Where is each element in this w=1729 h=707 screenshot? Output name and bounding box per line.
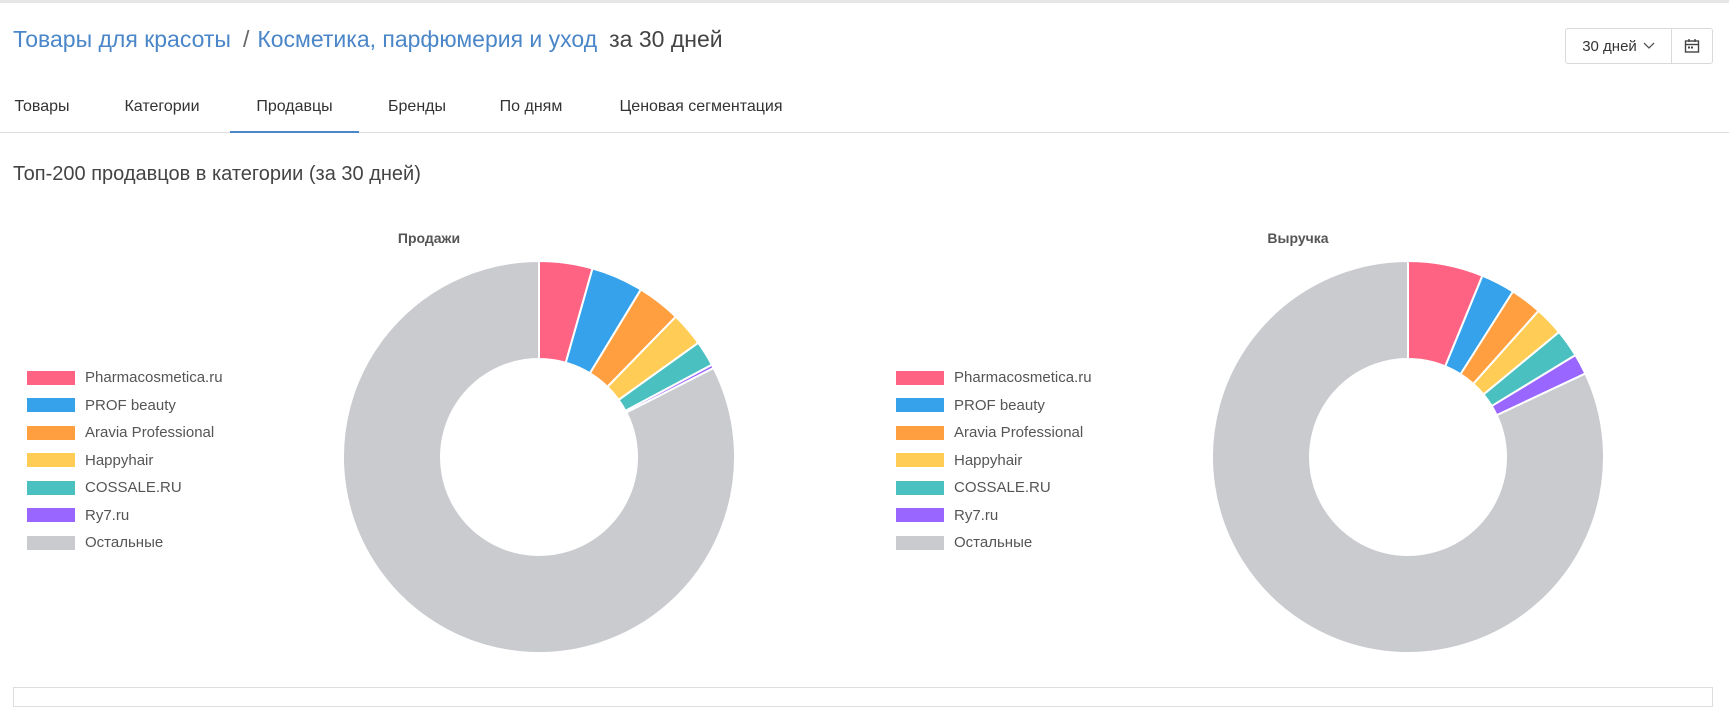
legend-item[interactable]: PROF beauty	[896, 392, 1092, 420]
calendar-icon	[1684, 39, 1700, 53]
section-title: Топ-200 продавцов в категории (за 30 дне…	[13, 163, 421, 185]
legend-swatch	[896, 508, 944, 523]
legend-swatch	[27, 370, 75, 385]
legend-swatch	[27, 425, 75, 440]
legend-swatch	[896, 370, 944, 385]
pie-slice-остальные[interactable]	[1211, 259, 1605, 654]
legend-label: Pharmacosmetica.ru	[954, 369, 1092, 387]
period-select-value: 30 дней	[1582, 37, 1637, 55]
period-select[interactable]: 30 дней	[1566, 29, 1672, 63]
legend-item[interactable]: PROF beauty	[27, 392, 223, 420]
tab-price-segmentation[interactable]: Ценовая сегментация	[619, 98, 783, 115]
legend-revenue: Pharmacosmetica.ru PROF beauty Aravia Pr…	[896, 364, 1092, 557]
pie-slice-остальные[interactable]	[342, 259, 736, 654]
calendar-button[interactable]	[1672, 29, 1712, 63]
legend-item[interactable]: Ry7.ru	[27, 502, 223, 530]
chart-title-sales: Продажи	[397, 230, 461, 246]
period-text: за 30 дней	[609, 26, 723, 52]
legend-swatch	[27, 508, 75, 523]
tab-sellers[interactable]: Продавцы	[230, 82, 359, 133]
legend-label: Ry7.ru	[954, 506, 999, 524]
legend-item[interactable]: Остальные	[896, 529, 1092, 557]
legend-item[interactable]: COSSALE.RU	[896, 474, 1092, 502]
tab-categories[interactable]: Категории	[124, 98, 200, 115]
legend-item[interactable]: Pharmacosmetica.ru	[27, 364, 223, 392]
legend-item[interactable]: Aravia Professional	[27, 419, 223, 447]
legend-swatch	[896, 535, 944, 550]
tab-by-days[interactable]: По дням	[499, 98, 563, 115]
legend-swatch	[27, 480, 75, 495]
legend-item[interactable]: Aravia Professional	[896, 419, 1092, 447]
donut-chart-revenue	[1211, 259, 1605, 654]
tabs-bar: Товары Категории Продавцы Бренды По дням…	[0, 82, 1729, 133]
legend-label: Остальные	[954, 534, 1033, 552]
legend-swatch	[27, 398, 75, 413]
legend-swatch	[27, 535, 75, 550]
breadcrumb-category-link[interactable]: Косметика, парфюмерия и уход	[257, 26, 598, 52]
legend-swatch	[896, 480, 944, 495]
chevron-down-icon	[1643, 42, 1655, 49]
legend-label: Happyhair	[85, 451, 154, 469]
legend-item[interactable]: COSSALE.RU	[27, 474, 223, 502]
legend-label: Остальные	[85, 534, 164, 552]
page-header: Товары для красоты / Косметика, парфюмерия…	[13, 26, 723, 53]
legend-swatch	[896, 453, 944, 468]
legend-swatch	[27, 453, 75, 468]
legend-item[interactable]: Ry7.ru	[896, 502, 1092, 530]
legend-label: PROF beauty	[85, 396, 176, 414]
chart-title-revenue: Выручка	[1267, 230, 1329, 246]
tab-brands[interactable]: Бренды	[388, 98, 446, 115]
legend-label: Aravia Professional	[85, 424, 215, 442]
legend-label: Happyhair	[954, 451, 1023, 469]
breadcrumb-separator: /	[242, 26, 250, 52]
legend-label: Pharmacosmetica.ru	[85, 369, 223, 387]
legend-item[interactable]: Happyhair	[27, 447, 223, 475]
legend-swatch	[896, 425, 944, 440]
legend-label: Aravia Professional	[954, 424, 1084, 442]
legend-label: PROF beauty	[954, 396, 1045, 414]
legend-sales: Pharmacosmetica.ru PROF beauty Aravia Pr…	[27, 364, 223, 557]
period-control: 30 дней	[1565, 28, 1713, 64]
legend-label: COSSALE.RU	[954, 479, 1051, 497]
table-container-edge	[13, 687, 1713, 707]
legend-label: COSSALE.RU	[85, 479, 182, 497]
tab-products[interactable]: Товары	[14, 98, 70, 115]
legend-label: Ry7.ru	[85, 506, 130, 524]
top-border	[0, 0, 1729, 3]
breadcrumb-root-link[interactable]: Товары для красоты	[13, 26, 231, 52]
donut-chart-sales	[342, 259, 736, 654]
legend-item[interactable]: Happyhair	[896, 447, 1092, 475]
legend-swatch	[896, 398, 944, 413]
legend-item[interactable]: Остальные	[27, 529, 223, 557]
legend-item[interactable]: Pharmacosmetica.ru	[896, 364, 1092, 392]
